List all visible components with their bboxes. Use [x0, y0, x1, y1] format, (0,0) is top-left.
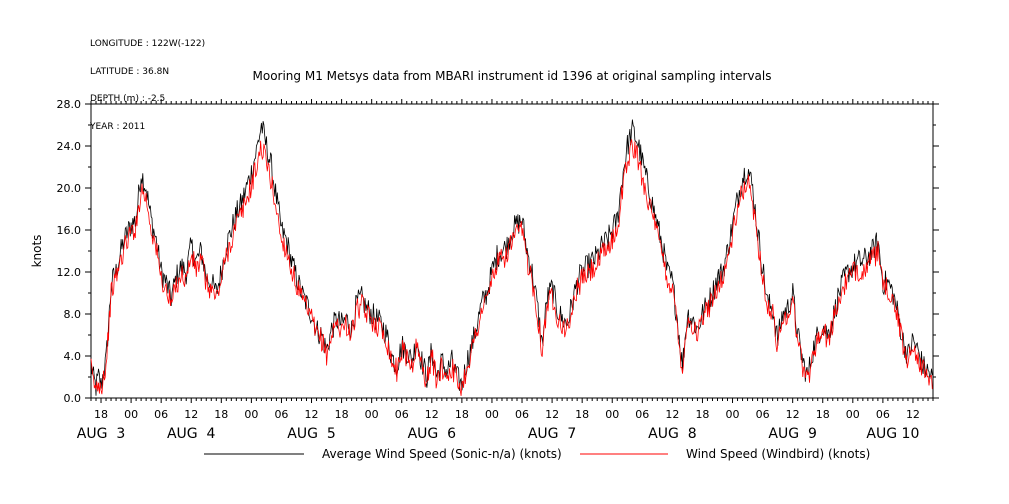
y-tick-label: 4.0 — [64, 350, 82, 363]
x-hour-label: 00 — [605, 408, 619, 421]
plot-frame — [90, 103, 934, 399]
latitude-label: LATITUDE : 36.8N — [90, 66, 170, 77]
x-hour-label: 12 — [906, 408, 920, 421]
y-tick-label: 20.0 — [57, 182, 82, 195]
x-hour-label: 12 — [184, 408, 198, 421]
x-hour-label: 18 — [335, 408, 349, 421]
x-hour-label: 06 — [876, 408, 890, 421]
y-tick-label: 28.0 — [57, 98, 82, 111]
x-hour-label: 00 — [846, 408, 860, 421]
longitude-label: LONGITUDE : 122W(-122) — [90, 39, 206, 49]
year-label: YEAR : 2011 — [90, 121, 146, 132]
x-day-label: AUG 7 — [528, 426, 576, 442]
y-tick-label: 12.0 — [57, 266, 82, 279]
series-layer — [90, 119, 933, 396]
x-hour-label: 06 — [154, 408, 168, 421]
x-hour-label: 00 — [244, 408, 258, 421]
y-tick-label: 0.0 — [64, 392, 82, 405]
y-tick-label: 24.0 — [57, 140, 82, 153]
x-hour-label: 06 — [274, 408, 288, 421]
y-axis: 0.0 4.0 8.0 12.0 16.0 20.0 24.0 28.0 — [57, 98, 939, 405]
x-hour-label: 06 — [395, 408, 409, 421]
x-hour-label: 00 — [365, 408, 379, 421]
x-hour-label: 06 — [515, 408, 529, 421]
legend: Average Wind Speed (Sonic-n/a) (knots) Wi… — [204, 447, 870, 461]
x-day-label: AUG 8 — [648, 426, 696, 442]
x-day-label: AUG 6 — [408, 426, 457, 442]
x-hour-label: 18 — [575, 408, 589, 421]
y-tick-label: 8.0 — [64, 308, 82, 321]
x-hour-label: 06 — [635, 408, 649, 421]
x-hour-label: 00 — [124, 408, 138, 421]
x-day-label: AUG 4 — [167, 426, 216, 442]
x-hour-label: 12 — [665, 408, 679, 421]
x-axis: 18 00 06 12 18 00 06 12 18 00 06 12 18 00 06 12 18 00 06 12… — [77, 99, 934, 442]
x-hour-label: 06 — [756, 408, 770, 421]
x-hour-label: 18 — [214, 408, 228, 421]
legend-label: Average Wind Speed (Sonic-n/a) (knots) — [322, 447, 562, 461]
x-hour-label: 18 — [455, 408, 469, 421]
series-line-0 — [90, 119, 933, 396]
x-day-label: AUG 9 — [768, 426, 816, 442]
x-day-label: AUG 10 — [866, 426, 919, 442]
x-day-label: AUG 3 — [77, 426, 125, 442]
x-hour-label: 12 — [425, 408, 439, 421]
x-hour-label: 18 — [94, 408, 108, 421]
x-day-label: AUG 5 — [287, 426, 335, 442]
series-line-1 — [90, 139, 933, 396]
x-hour-label: 18 — [816, 408, 830, 421]
y-axis-label: knots — [30, 235, 44, 268]
x-hour-label: 00 — [726, 408, 740, 421]
x-hour-label: 12 — [305, 408, 319, 421]
x-hour-label: 00 — [485, 408, 499, 421]
y-tick-label: 16.0 — [57, 224, 82, 237]
legend-label: Wind Speed (Windbird) (knots) — [686, 447, 870, 461]
x-hour-label: 18 — [695, 408, 709, 421]
x-hour-label: 12 — [545, 408, 559, 421]
x-hour-label: 12 — [786, 408, 800, 421]
chart-title: Mooring M1 Metsys data from MBARI instru… — [253, 69, 772, 83]
